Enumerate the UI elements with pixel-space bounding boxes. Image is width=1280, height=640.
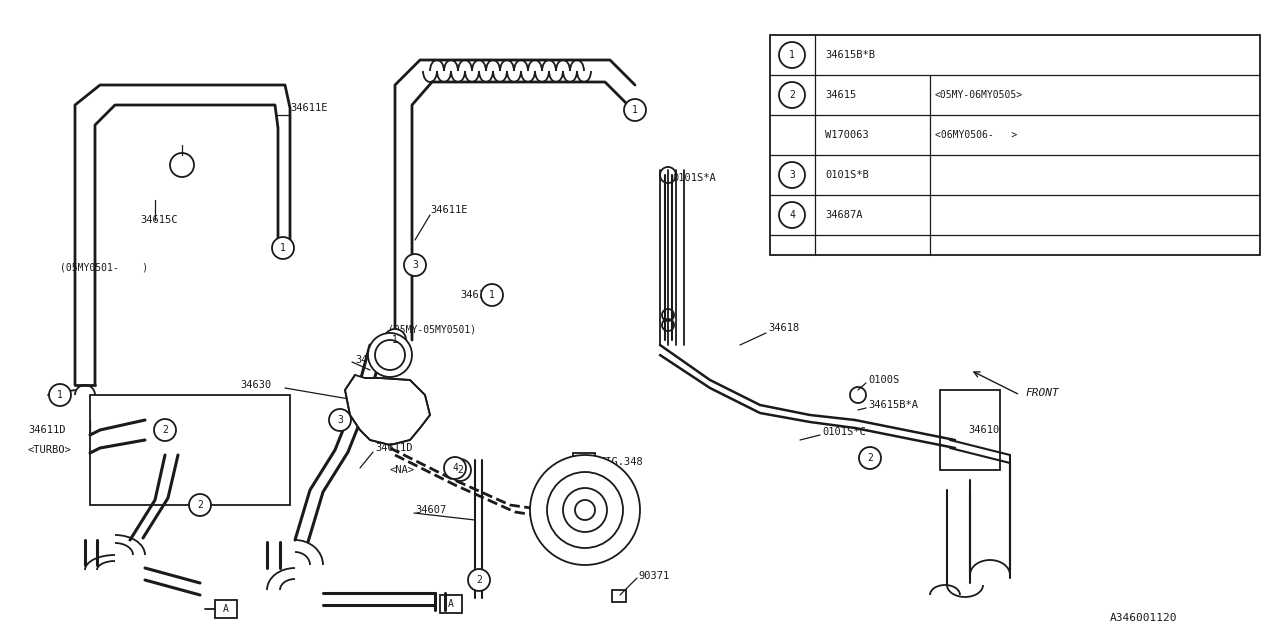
Text: 34611E: 34611E (430, 205, 467, 215)
Text: 2: 2 (457, 465, 463, 475)
Circle shape (563, 488, 607, 532)
Circle shape (154, 419, 177, 441)
Text: 34631: 34631 (355, 355, 387, 365)
Text: 0101S*B: 0101S*B (826, 170, 869, 180)
Circle shape (444, 457, 466, 479)
Text: 34615C: 34615C (140, 215, 178, 225)
Circle shape (384, 329, 406, 351)
Text: 34611D: 34611D (375, 443, 412, 453)
Text: <06MY0506-   >: <06MY0506- > (934, 130, 1018, 140)
Bar (612, 590, 626, 602)
Circle shape (329, 409, 351, 431)
Text: 2: 2 (163, 425, 168, 435)
Circle shape (530, 455, 640, 565)
Circle shape (780, 202, 805, 228)
Text: 1: 1 (489, 290, 495, 300)
Text: 3: 3 (412, 260, 419, 270)
Text: A346001120: A346001120 (1110, 613, 1178, 623)
Text: 34618: 34618 (768, 323, 799, 333)
Circle shape (547, 472, 623, 548)
Text: 4: 4 (452, 463, 458, 473)
Bar (573, 453, 595, 471)
Circle shape (780, 42, 805, 68)
Text: 2: 2 (867, 453, 873, 463)
Text: 1: 1 (788, 50, 795, 60)
Text: 34615: 34615 (826, 90, 856, 100)
Text: 34687A: 34687A (826, 210, 863, 220)
Text: 34615C: 34615C (460, 290, 498, 300)
Text: 4: 4 (788, 210, 795, 220)
Text: A: A (448, 599, 454, 609)
Text: 2: 2 (197, 500, 204, 510)
Text: FIG.348: FIG.348 (600, 457, 644, 467)
Bar (440, 595, 462, 613)
Text: W170063: W170063 (826, 130, 869, 140)
Text: 34610: 34610 (968, 425, 1000, 435)
Text: 0101S*C: 0101S*C (822, 427, 865, 437)
Circle shape (780, 82, 805, 108)
Text: 3: 3 (337, 415, 343, 425)
Text: 34630: 34630 (241, 380, 271, 390)
Circle shape (449, 459, 471, 481)
Circle shape (375, 340, 404, 370)
Text: 2: 2 (476, 575, 483, 585)
Circle shape (369, 333, 412, 377)
Text: 1: 1 (280, 243, 285, 253)
Circle shape (189, 494, 211, 516)
Text: 3: 3 (788, 170, 795, 180)
Text: 34607: 34607 (415, 505, 447, 515)
Text: (05MY-05MY0501): (05MY-05MY0501) (388, 325, 476, 335)
Circle shape (404, 254, 426, 276)
Bar (215, 600, 237, 618)
Text: 90371: 90371 (637, 571, 669, 581)
Text: <05MY-06MY0505>: <05MY-06MY0505> (934, 90, 1023, 100)
Circle shape (481, 284, 503, 306)
Text: A: A (581, 457, 588, 467)
Text: 2: 2 (788, 90, 795, 100)
Text: 34615B*B: 34615B*B (826, 50, 876, 60)
Text: 34615B*A: 34615B*A (868, 400, 918, 410)
Text: 1: 1 (392, 335, 398, 345)
Circle shape (49, 384, 70, 406)
Text: FRONT: FRONT (1025, 388, 1059, 398)
Circle shape (468, 569, 490, 591)
Text: <TURBO>: <TURBO> (28, 445, 72, 455)
Text: 1: 1 (58, 390, 63, 400)
Circle shape (575, 500, 595, 520)
Circle shape (625, 99, 646, 121)
Text: 34611E: 34611E (291, 103, 328, 113)
Text: 34611D: 34611D (28, 425, 65, 435)
Bar (940, 390, 1000, 470)
Circle shape (780, 162, 805, 188)
Text: A: A (223, 604, 229, 614)
Text: <NA>: <NA> (390, 465, 415, 475)
Circle shape (273, 237, 294, 259)
Polygon shape (346, 375, 430, 445)
Text: 0100S: 0100S (868, 375, 900, 385)
Text: 1: 1 (632, 105, 637, 115)
Circle shape (859, 447, 881, 469)
Text: (05MY0501-    ): (05MY0501- ) (60, 263, 148, 273)
Bar (771, 35, 1260, 255)
Bar (90, 395, 291, 505)
Text: 0101S*A: 0101S*A (672, 173, 716, 183)
